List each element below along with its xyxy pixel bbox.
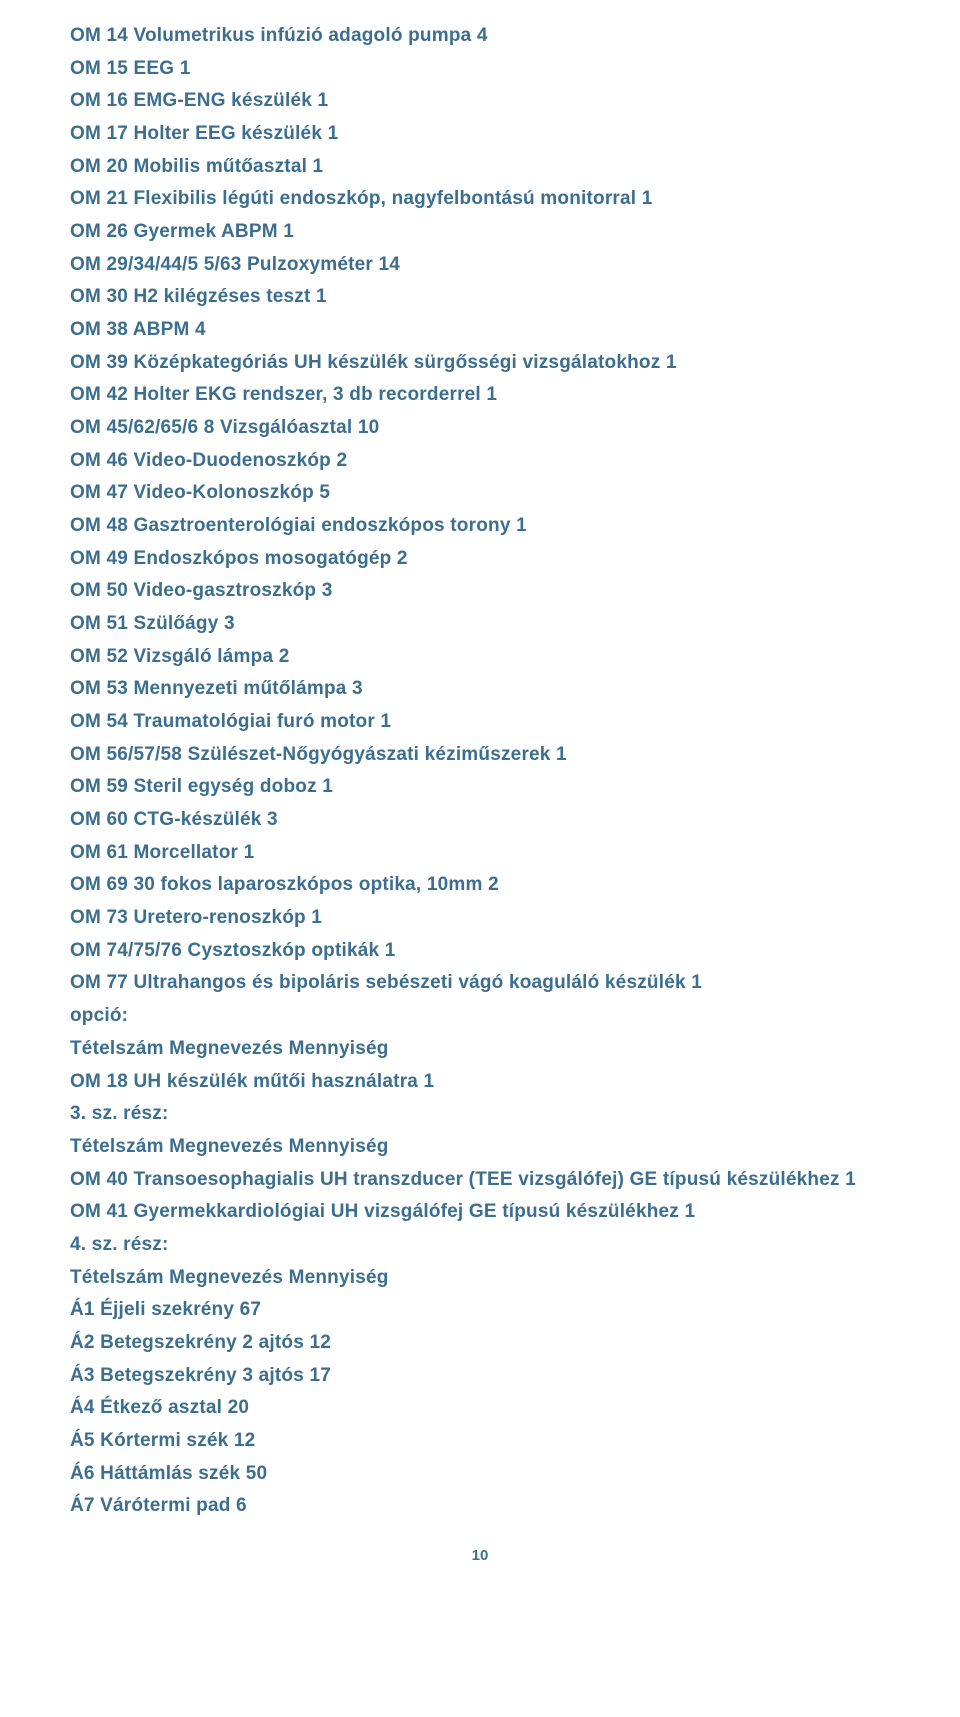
text-line: 3. sz. rész: bbox=[70, 1098, 890, 1131]
text-line: OM 50 Video-gasztroszkóp 3 bbox=[70, 575, 890, 608]
text-line: OM 21 Flexibilis légúti endoszkóp, nagyf… bbox=[70, 183, 890, 216]
text-line: OM 18 UH készülék műtői használatra 1 bbox=[70, 1066, 890, 1099]
text-line: OM 53 Mennyezeti műtőlámpa 3 bbox=[70, 673, 890, 706]
text-line: OM 17 Holter EEG készülék 1 bbox=[70, 118, 890, 151]
text-line: Á5 Kórtermi szék 12 bbox=[70, 1425, 890, 1458]
text-line: OM 56/57/58 Szülészet-Nőgyógyászati kézi… bbox=[70, 739, 890, 772]
text-line: OM 49 Endoszkópos mosogatógép 2 bbox=[70, 543, 890, 576]
text-line: Tételszám Megnevezés Mennyiség bbox=[70, 1131, 890, 1164]
text-line: Á2 Betegszekrény 2 ajtós 12 bbox=[70, 1327, 890, 1360]
text-line: OM 39 Középkategóriás UH készülék sürgős… bbox=[70, 347, 890, 380]
text-line: OM 38 ABPM 4 bbox=[70, 314, 890, 347]
text-line: OM 52 Vizsgáló lámpa 2 bbox=[70, 641, 890, 674]
text-line: OM 40 Transoesophagialis UH transzducer … bbox=[70, 1164, 890, 1197]
text-line: Á4 Étkező asztal 20 bbox=[70, 1392, 890, 1425]
text-line: OM 61 Morcellator 1 bbox=[70, 837, 890, 870]
text-line: OM 74/75/76 Cysztoszkóp optikák 1 bbox=[70, 935, 890, 968]
text-line: Á6 Háttámlás szék 50 bbox=[70, 1458, 890, 1491]
text-line: Á7 Várótermi pad 6 bbox=[70, 1490, 890, 1523]
text-line: OM 45/62/65/6 8 Vizsgálóasztal 10 bbox=[70, 412, 890, 445]
text-line: Tételszám Megnevezés Mennyiség bbox=[70, 1033, 890, 1066]
text-line: 4. sz. rész: bbox=[70, 1229, 890, 1262]
text-line: OM 60 CTG-készülék 3 bbox=[70, 804, 890, 837]
text-line: OM 51 Szülőágy 3 bbox=[70, 608, 890, 641]
text-line: OM 59 Steril egység doboz 1 bbox=[70, 771, 890, 804]
text-line: OM 48 Gasztroenterológiai endoszkópos to… bbox=[70, 510, 890, 543]
text-line: Tételszám Megnevezés Mennyiség bbox=[70, 1262, 890, 1295]
text-line: OM 41 Gyermekkardiológiai UH vizsgálófej… bbox=[70, 1196, 890, 1229]
text-line: Á1 Éjjeli szekrény 67 bbox=[70, 1294, 890, 1327]
text-line: Á3 Betegszekrény 3 ajtós 17 bbox=[70, 1360, 890, 1393]
text-line: opció: bbox=[70, 1000, 890, 1033]
text-line: OM 42 Holter EKG rendszer, 3 db recorder… bbox=[70, 379, 890, 412]
text-line: OM 15 EEG 1 bbox=[70, 53, 890, 86]
text-line: OM 77 Ultrahangos és bipoláris sebészeti… bbox=[70, 967, 890, 1000]
text-line: OM 30 H2 kilégzéses teszt 1 bbox=[70, 281, 890, 314]
text-line: OM 26 Gyermek ABPM 1 bbox=[70, 216, 890, 249]
text-line: OM 16 EMG-ENG készülék 1 bbox=[70, 85, 890, 118]
text-line: OM 20 Mobilis műtőasztal 1 bbox=[70, 151, 890, 184]
page-number: 10 bbox=[70, 1547, 890, 1564]
text-line: OM 69 30 fokos laparoszkópos optika, 10m… bbox=[70, 869, 890, 902]
text-line: OM 29/34/44/5 5/63 Pulzoxyméter 14 bbox=[70, 249, 890, 282]
text-line: OM 14 Volumetrikus infúzió adagoló pumpa… bbox=[70, 20, 890, 53]
text-line: OM 47 Video-Kolonoszkóp 5 bbox=[70, 477, 890, 510]
document-body: OM 14 Volumetrikus infúzió adagoló pumpa… bbox=[70, 20, 890, 1523]
text-line: OM 73 Uretero-renoszkóp 1 bbox=[70, 902, 890, 935]
text-line: OM 46 Video-Duodenoszkóp 2 bbox=[70, 445, 890, 478]
text-line: OM 54 Traumatológiai furó motor 1 bbox=[70, 706, 890, 739]
